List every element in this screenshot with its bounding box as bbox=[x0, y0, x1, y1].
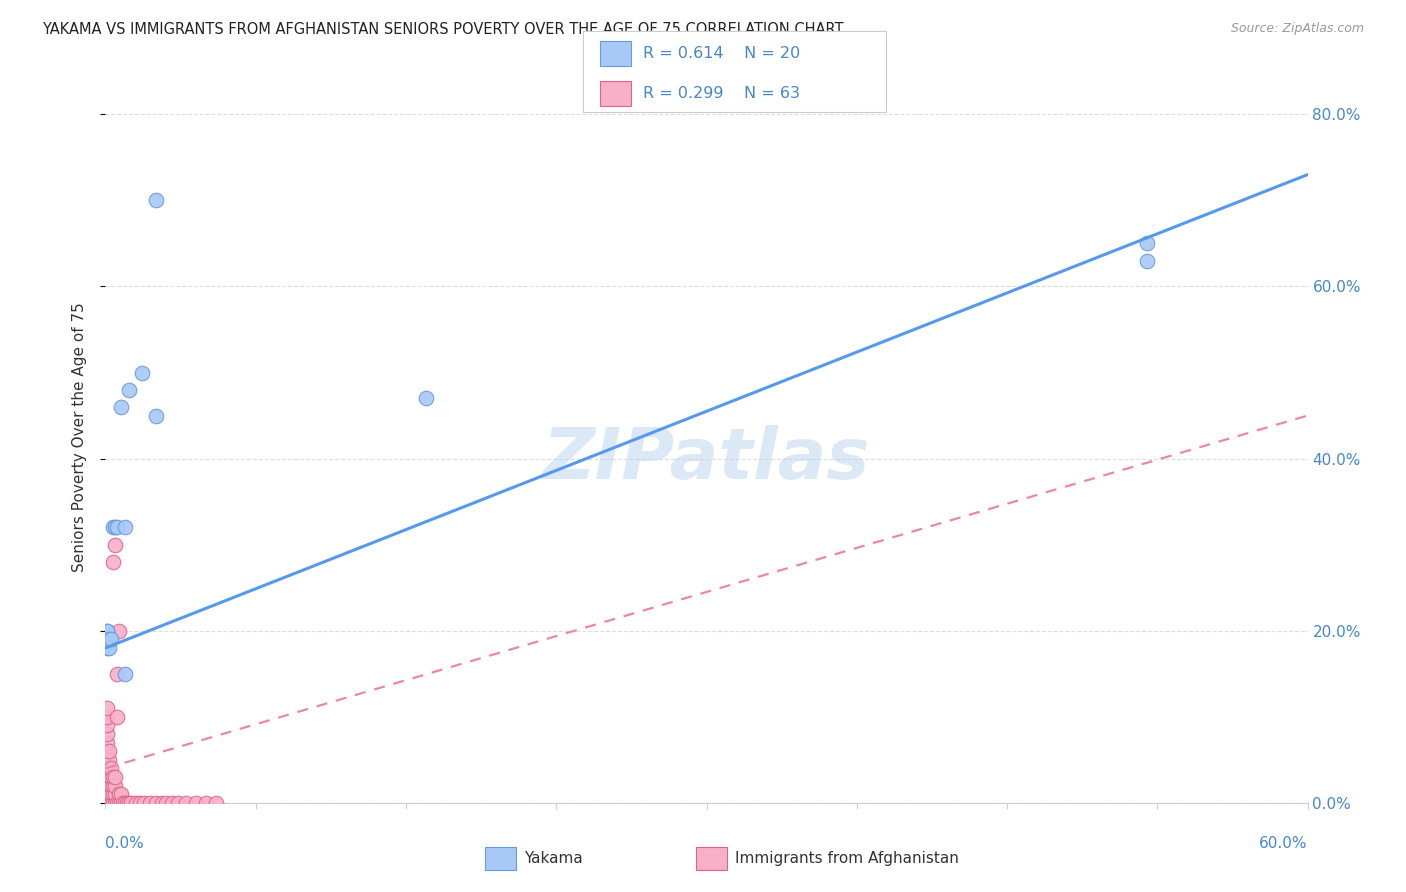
Text: Immigrants from Afghanistan: Immigrants from Afghanistan bbox=[735, 851, 959, 865]
Point bbox=[114, 520, 136, 534]
Point bbox=[103, 796, 125, 810]
Point bbox=[100, 632, 122, 647]
Point bbox=[103, 520, 125, 534]
Point bbox=[104, 796, 127, 810]
Text: YAKAMA VS IMMIGRANTS FROM AFGHANISTAN SENIORS POVERTY OVER THE AGE OF 75 CORRELA: YAKAMA VS IMMIGRANTS FROM AFGHANISTAN SE… bbox=[42, 22, 844, 37]
Point bbox=[132, 796, 155, 810]
Point bbox=[107, 796, 129, 810]
Point bbox=[108, 787, 131, 801]
Point bbox=[128, 796, 150, 810]
Point bbox=[145, 796, 167, 810]
Point bbox=[103, 779, 125, 793]
Point bbox=[96, 718, 118, 732]
Point bbox=[98, 761, 121, 775]
Point bbox=[96, 779, 118, 793]
Point bbox=[96, 796, 118, 810]
Point bbox=[110, 400, 132, 414]
Point bbox=[96, 796, 118, 810]
Point bbox=[108, 624, 131, 638]
Point bbox=[96, 710, 118, 724]
Point bbox=[110, 796, 132, 810]
Point bbox=[110, 787, 132, 801]
Point bbox=[103, 770, 125, 784]
Point bbox=[96, 787, 118, 801]
Point bbox=[98, 632, 121, 647]
Point bbox=[100, 796, 122, 810]
Y-axis label: Seniors Poverty Over the Age of 75: Seniors Poverty Over the Age of 75 bbox=[72, 302, 87, 572]
Point bbox=[100, 779, 122, 793]
Point bbox=[138, 796, 160, 810]
Point bbox=[96, 735, 118, 749]
Text: R = 0.614    N = 20: R = 0.614 N = 20 bbox=[643, 46, 800, 62]
Point bbox=[204, 796, 226, 810]
Point bbox=[104, 538, 127, 552]
Point bbox=[107, 710, 129, 724]
Point bbox=[100, 770, 122, 784]
Text: R = 0.299    N = 63: R = 0.299 N = 63 bbox=[643, 87, 800, 102]
Point bbox=[96, 727, 118, 741]
Point bbox=[166, 796, 188, 810]
Point bbox=[114, 796, 136, 810]
Point bbox=[1136, 253, 1159, 268]
Point bbox=[104, 770, 127, 784]
Text: 60.0%: 60.0% bbox=[1260, 836, 1308, 851]
Point bbox=[98, 787, 121, 801]
Point bbox=[96, 796, 118, 810]
Point bbox=[160, 796, 183, 810]
Point bbox=[98, 770, 121, 784]
Point bbox=[96, 624, 118, 638]
Point bbox=[104, 520, 127, 534]
Point bbox=[150, 796, 173, 810]
Point bbox=[114, 666, 136, 681]
Point bbox=[96, 761, 118, 775]
Point bbox=[1136, 236, 1159, 251]
Point bbox=[131, 366, 153, 380]
Point bbox=[104, 779, 127, 793]
Point bbox=[96, 624, 118, 638]
Point bbox=[107, 520, 129, 534]
Point bbox=[98, 753, 121, 767]
Point bbox=[104, 787, 127, 801]
Point bbox=[194, 796, 217, 810]
Point bbox=[98, 779, 121, 793]
Point bbox=[96, 744, 118, 758]
Text: Yakama: Yakama bbox=[524, 851, 583, 865]
Point bbox=[112, 796, 135, 810]
Point bbox=[117, 796, 139, 810]
Point bbox=[118, 796, 141, 810]
Point bbox=[98, 640, 121, 655]
Point bbox=[96, 640, 118, 655]
Point bbox=[107, 666, 129, 681]
Point bbox=[118, 383, 141, 397]
Point bbox=[415, 392, 437, 406]
Point bbox=[100, 787, 122, 801]
Text: ZIPatlas: ZIPatlas bbox=[543, 425, 870, 493]
Point bbox=[184, 796, 207, 810]
Point bbox=[100, 761, 122, 775]
Point bbox=[108, 796, 131, 810]
Point bbox=[98, 744, 121, 758]
Point bbox=[121, 796, 143, 810]
Point bbox=[145, 194, 167, 208]
Point bbox=[96, 701, 118, 715]
Point bbox=[96, 632, 118, 647]
Point bbox=[174, 796, 197, 810]
Point bbox=[145, 409, 167, 423]
Point bbox=[103, 787, 125, 801]
Text: 0.0%: 0.0% bbox=[105, 836, 145, 851]
Point bbox=[103, 555, 125, 569]
Point bbox=[155, 796, 177, 810]
Point bbox=[96, 753, 118, 767]
Point bbox=[96, 770, 118, 784]
Point bbox=[96, 787, 118, 801]
Text: Source: ZipAtlas.com: Source: ZipAtlas.com bbox=[1230, 22, 1364, 36]
Point bbox=[124, 796, 146, 810]
Point bbox=[98, 796, 121, 810]
